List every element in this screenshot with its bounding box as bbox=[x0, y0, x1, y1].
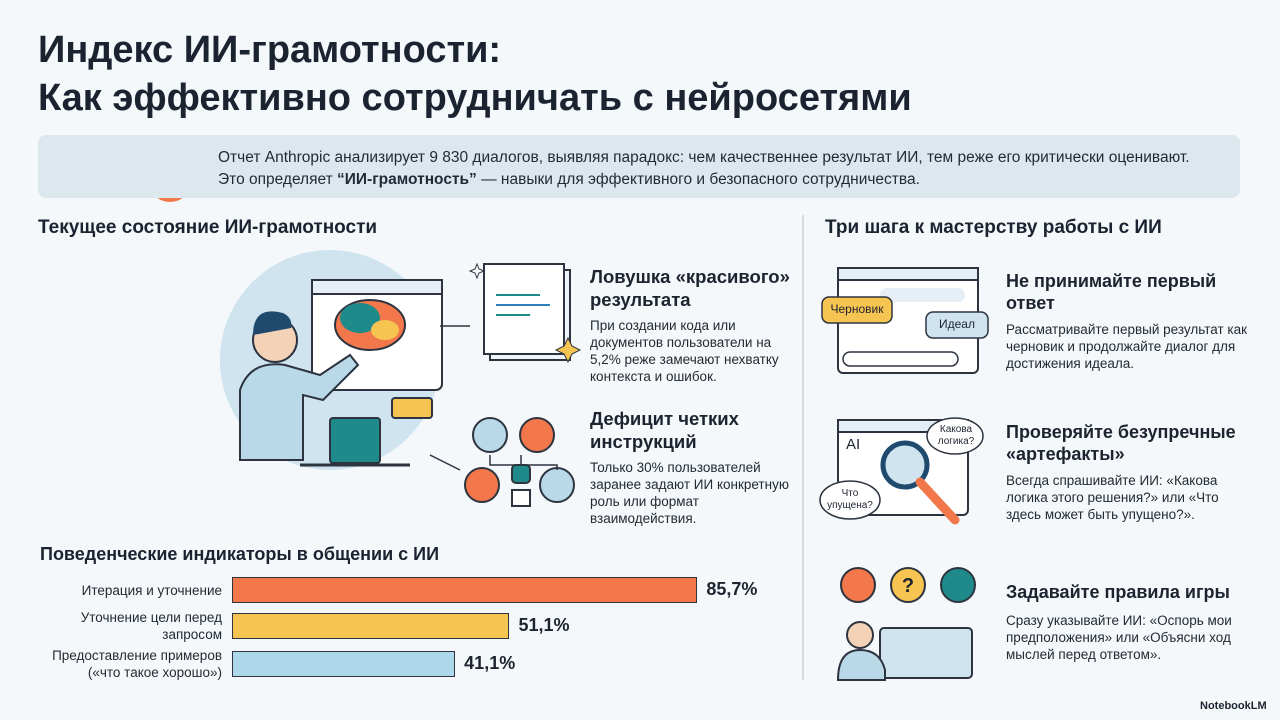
person-illustration bbox=[220, 250, 470, 471]
step-title: Не принимайте первый ответ bbox=[1006, 271, 1217, 313]
card-body: Только 30% пользователей заранее задают … bbox=[590, 460, 789, 526]
step-title: Проверяйте безупречные «артефакты» bbox=[1006, 422, 1236, 464]
title-line: Индекс ИИ-грамотности: bbox=[38, 29, 502, 71]
category-label: Уточнение цели перед запросом bbox=[80, 610, 222, 642]
value-label: 41,1% bbox=[464, 653, 516, 673]
bar bbox=[232, 613, 510, 639]
bar bbox=[232, 651, 456, 677]
intro-highlight: “ИИ-грамотность” bbox=[337, 171, 477, 188]
team-icon bbox=[464, 417, 575, 507]
draft-icon bbox=[821, 267, 989, 374]
intro-text-part: — навыки для эффективного и безопасного … bbox=[476, 171, 920, 188]
value-label: 85,7% bbox=[706, 579, 758, 599]
section-heading: Три шага к мастерству работы с ИИ bbox=[825, 217, 1162, 238]
intro-box bbox=[38, 135, 1240, 198]
footer-brand: NotebookLM bbox=[1200, 700, 1267, 712]
bubble-label: Черновик bbox=[830, 302, 884, 316]
card-title: Дефицит четких инструкций bbox=[590, 408, 739, 452]
intro-text-part: Отчет Anthropic анализирует 9 830 диалог… bbox=[218, 149, 1190, 188]
title: Индекс ИИ-грамотности: Как эффективно со… bbox=[38, 26, 912, 122]
screen-label: AI bbox=[846, 436, 861, 453]
bubble-label: Какова логика? bbox=[937, 424, 975, 447]
rules-icon: ? bbox=[836, 567, 976, 681]
category-label: Предоставление примеров («что такое хоро… bbox=[52, 648, 222, 680]
bar bbox=[232, 577, 698, 603]
step-body: Сразу указывайте ИИ: «Оспорь мои предпол… bbox=[1006, 613, 1232, 662]
chart-title: Поведенческие индикаторы в общении с ИИ bbox=[40, 544, 440, 564]
card-body: При создании кода или документов пользов… bbox=[590, 318, 779, 384]
category-label: Итерация и уточнение bbox=[81, 582, 222, 598]
intro-text: Отчет Anthropic анализирует 9 830 диалог… bbox=[218, 147, 1218, 191]
title-line: Как эффективно сотрудничать с нейросетям… bbox=[38, 77, 912, 119]
card-title: Ловушка «красивого» результата bbox=[590, 266, 790, 310]
svg-text:?: ? bbox=[902, 575, 914, 597]
value-label: 51,1% bbox=[518, 615, 570, 635]
code-doc-icon bbox=[468, 262, 582, 364]
step-body: Рассматривайте первый результат как черн… bbox=[1006, 322, 1248, 371]
step-body: Всегда спрашивайте ИИ: «Какова логика эт… bbox=[1006, 473, 1219, 522]
step-title: Задавайте правила игры bbox=[1006, 582, 1230, 602]
bubble-label: Что упущена? bbox=[827, 488, 873, 511]
inspect-icon bbox=[819, 417, 984, 525]
section-heading: Текущее состояние ИИ-грамотности bbox=[38, 217, 378, 238]
bubble-label: Идеал bbox=[939, 317, 975, 331]
